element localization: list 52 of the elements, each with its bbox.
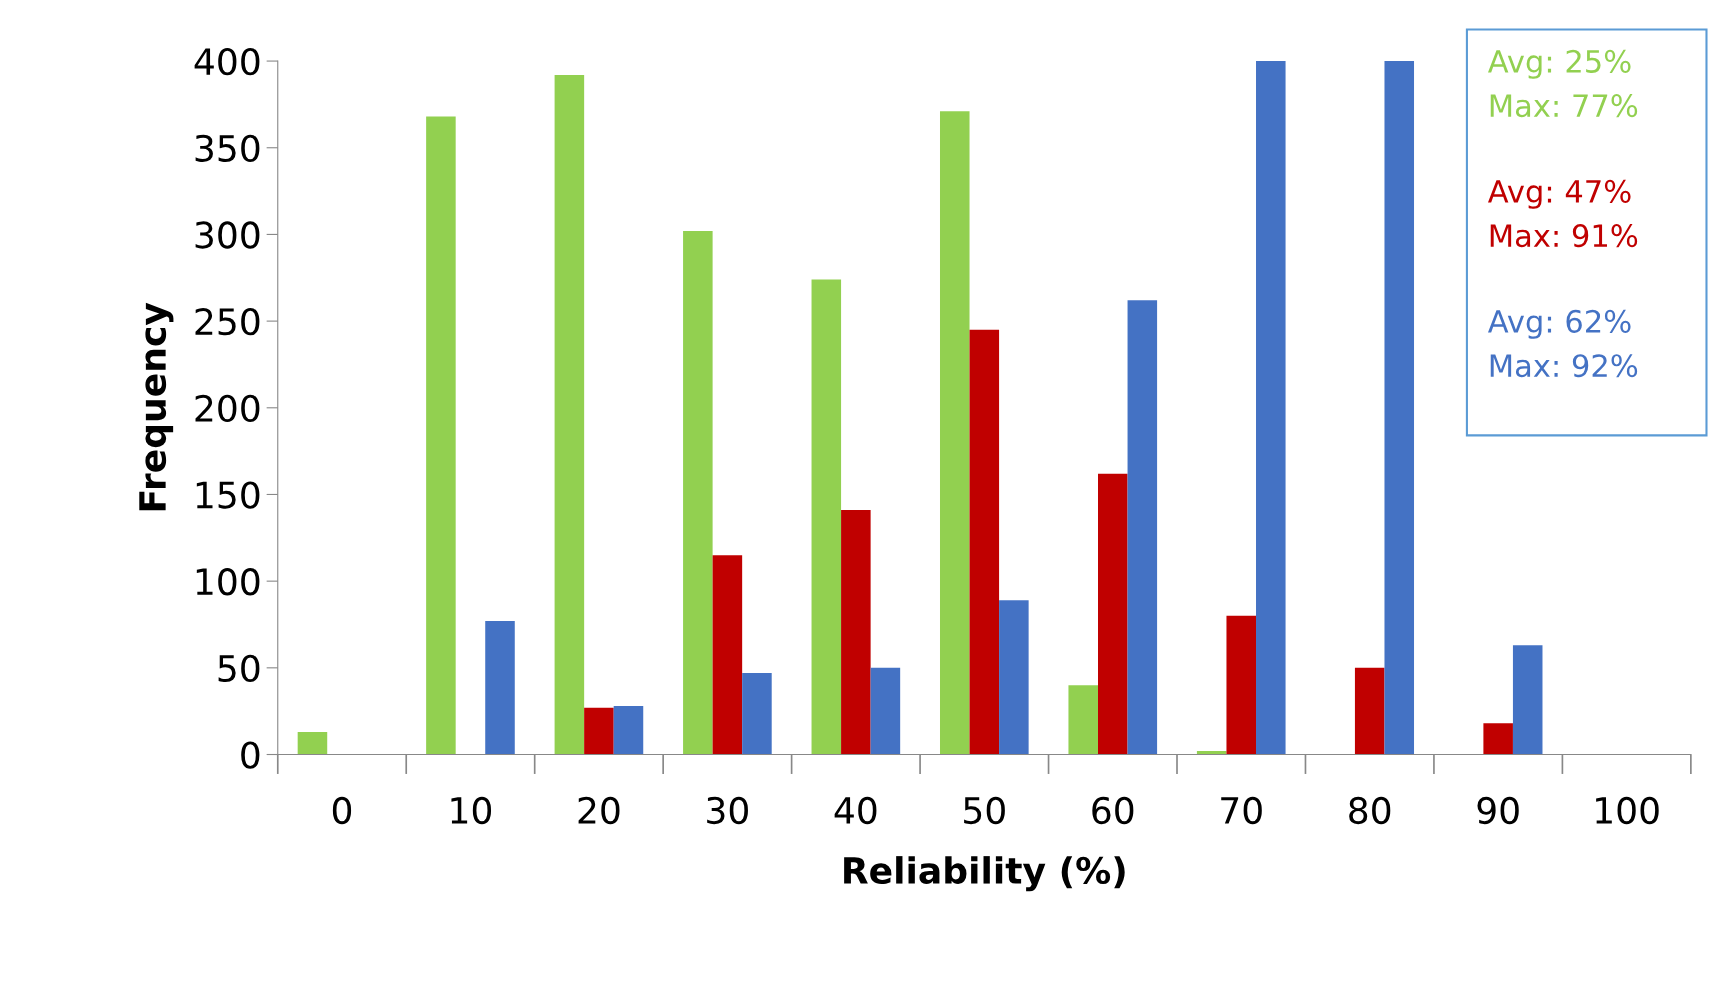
x-tick-label: 40 [834,796,877,825]
x-tick-label: 60 [1092,796,1134,825]
x-tick-label: 80 [1349,796,1391,825]
bar [584,707,614,755]
bar [554,74,585,755]
bar [1226,615,1257,755]
annotation: Max: 77% [1490,94,1638,118]
bar [613,705,644,755]
bar [1256,61,1286,755]
bar [1098,473,1128,755]
bar [1483,723,1513,755]
y-tick-label: 50 [218,654,260,683]
bar [969,329,1000,755]
bar [999,600,1029,755]
bar [485,621,515,755]
annotation: Max: 91% [1490,224,1638,248]
y-tick-label: 350 [195,134,260,162]
y-axis-title: Frequency [139,302,174,511]
y-tick-label: 150 [196,481,260,509]
annotation: Avg: 47% [1487,179,1631,209]
annotation: Max: 92% [1490,354,1638,378]
bar [841,510,871,755]
y-tick-label: 250 [195,308,260,336]
x-tick-label: 30 [707,796,748,825]
bar [1354,667,1385,755]
x-tick-label: 0 [332,796,352,825]
annotation: Avg: 62% [1487,309,1631,339]
bar [1384,61,1415,755]
x-tick-label: 90 [1477,796,1519,825]
x-tick-label: 20 [578,796,620,825]
annotation: Avg: 25% [1487,49,1631,79]
x-tick-label: 50 [964,796,1005,825]
bar [742,673,772,755]
bar [712,555,743,755]
x-axis-title: Reliability (%) [844,856,1125,892]
x-tick-label: 10 [451,796,492,825]
bar [297,731,328,755]
y-tick-label: 100 [196,568,260,596]
bar [683,230,713,755]
y-tick-label: 0 [241,741,260,769]
bar [426,116,456,755]
y-tick-label: 300 [195,221,260,249]
bar [811,279,842,755]
bar [1127,300,1158,755]
x-tick-label: 70 [1221,796,1262,825]
bar [870,667,901,755]
bar [1512,645,1543,755]
y-tick-label: 200 [195,394,260,423]
bar [939,111,970,755]
x-tick-label: 100 [1596,796,1659,825]
y-tick-label: 400 [194,47,260,76]
bar [1068,685,1098,755]
